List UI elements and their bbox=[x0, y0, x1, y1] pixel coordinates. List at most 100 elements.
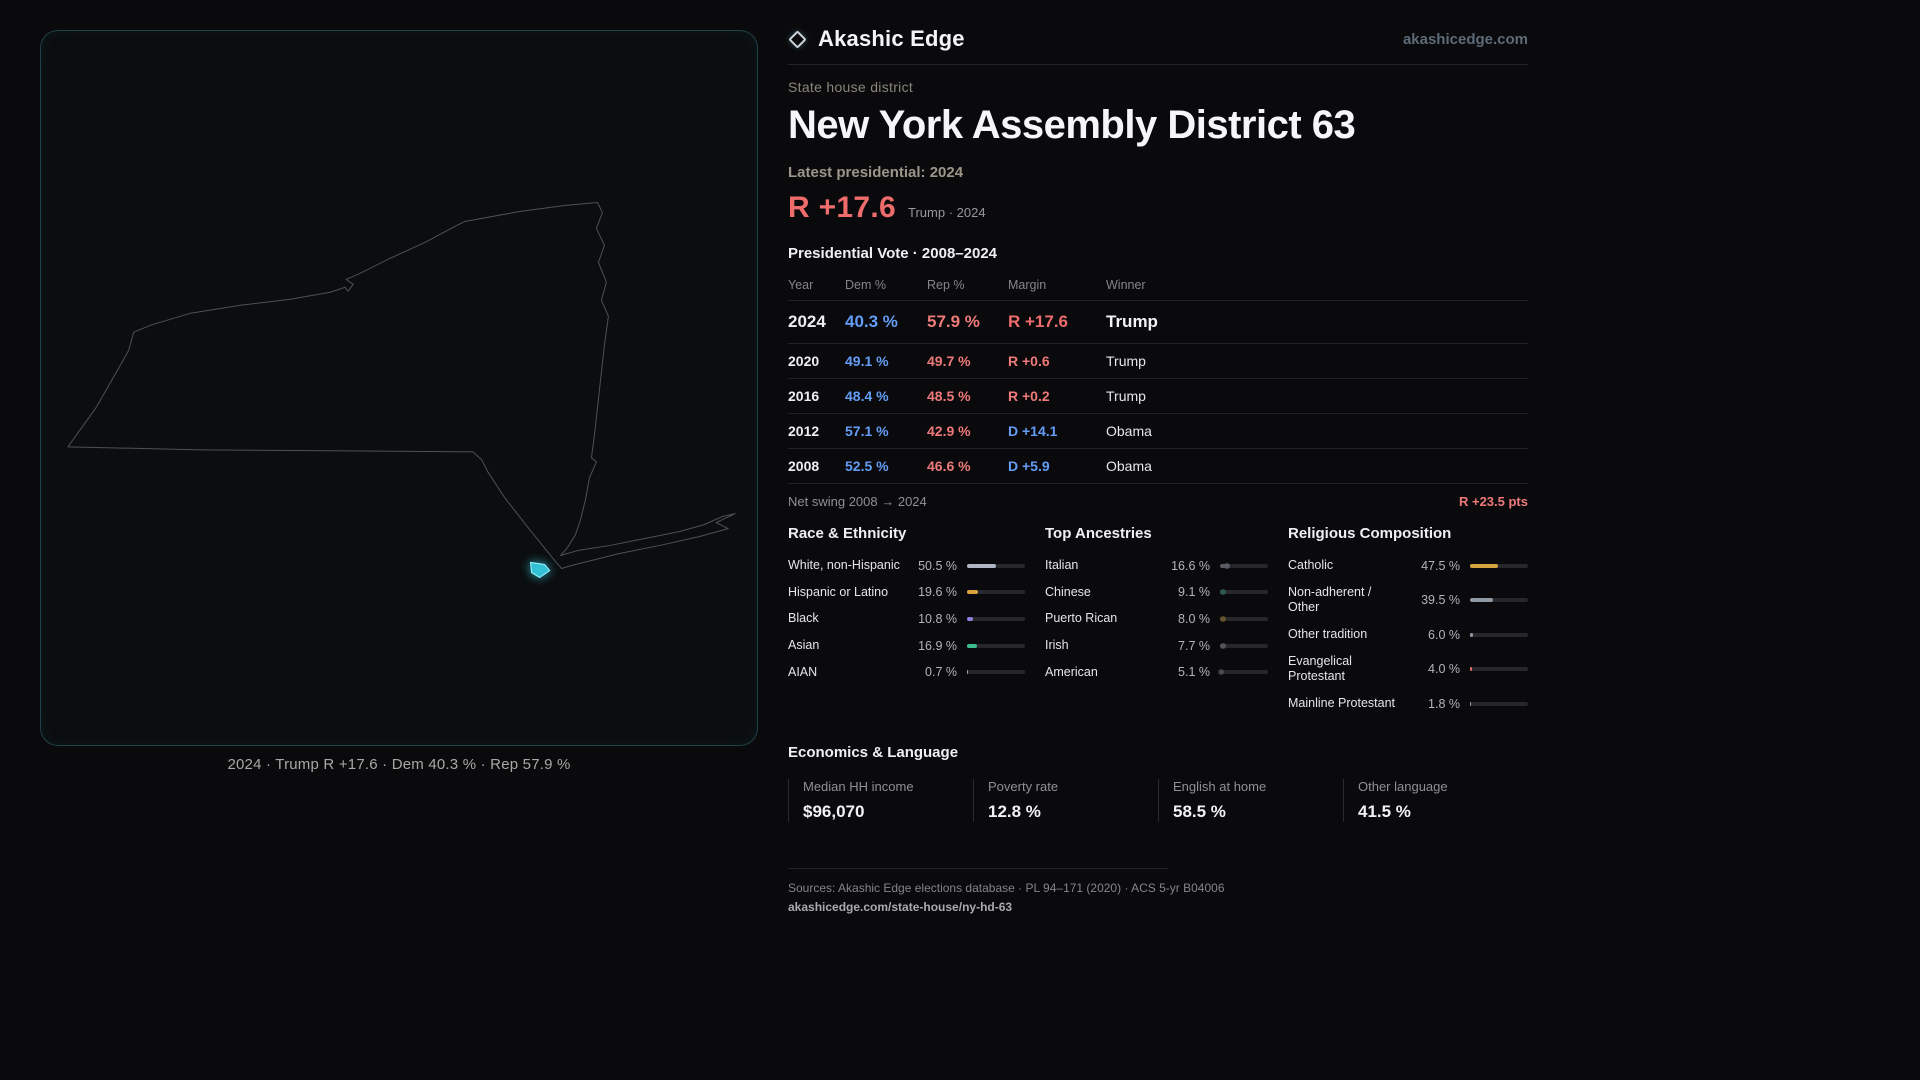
stat-value: 41.5 % bbox=[1358, 802, 1411, 822]
demo-label: Evangelical Protestant bbox=[1288, 653, 1352, 684]
demo-row: Catholic 47.5 % bbox=[1288, 558, 1528, 574]
demo-label: Asian bbox=[788, 637, 820, 652]
religious-composition-column: Religious Composition Catholic 47.5 % No… bbox=[1288, 525, 1528, 722]
vote-table-header: Year Dem % Rep % Margin Winner bbox=[788, 272, 1528, 300]
demo-label: Puerto Rican bbox=[1045, 611, 1118, 626]
stat-value: 58.5 % bbox=[1173, 802, 1226, 822]
demo-value: 7.7 % bbox=[1178, 638, 1210, 653]
margin-note: Trump · 2024 bbox=[908, 205, 986, 220]
demo-value: 9.1 % bbox=[1178, 585, 1210, 600]
demo-bar bbox=[1470, 667, 1528, 672]
demo-label: White, non-Hispanic bbox=[788, 558, 900, 572]
demo-value: 50.5 % bbox=[918, 558, 957, 573]
demo-label: Other tradition bbox=[1288, 626, 1368, 641]
brand-name: Akashic Edge bbox=[818, 26, 965, 51]
district-map-panel bbox=[40, 30, 758, 746]
section-title: Race & Ethnicity bbox=[788, 525, 907, 542]
col-dem: Dem % bbox=[845, 278, 886, 292]
map-caption: 2024 · Trump R +17.6 · Dem 40.3 % · Rep … bbox=[227, 756, 571, 773]
demo-bar bbox=[967, 617, 1025, 622]
new-york-state-map bbox=[67, 202, 736, 579]
race-ethnicity-column: Race & Ethnicity White, non-Hispanic 50.… bbox=[788, 525, 1025, 722]
row-winner: Obama bbox=[1106, 423, 1152, 439]
demo-value: 16.9 % bbox=[918, 638, 957, 653]
latest-presidential-label: Latest presidential: 2024 bbox=[788, 164, 964, 181]
bar-dot bbox=[1219, 642, 1226, 649]
row-winner: Trump bbox=[1106, 353, 1146, 369]
info-panel: Akashic Edge akashicedge.com State house… bbox=[788, 26, 1528, 914]
diamond-icon bbox=[788, 29, 807, 49]
demo-row: AIAN 0.7 % bbox=[788, 665, 1025, 681]
top-ancestries-column: Top Ancestries Italian 16.6 % Chinese 9.… bbox=[1045, 525, 1268, 722]
economics-stats: Median HH income $96,070 Poverty rate 12… bbox=[788, 779, 1528, 823]
demo-bar bbox=[1218, 669, 1268, 676]
row-year: 2008 bbox=[788, 458, 820, 474]
row-dem: 57.1 % bbox=[845, 423, 889, 439]
row-winner: Trump bbox=[1106, 312, 1158, 331]
bar-dot bbox=[1219, 616, 1226, 623]
stat-english-at-home: English at home 58.5 % bbox=[1158, 779, 1343, 823]
row-rep: 48.5 % bbox=[927, 388, 971, 404]
row-winner: Trump bbox=[1106, 388, 1146, 404]
table-row: 2016 48.4 % 48.5 % R +0.2 Trump bbox=[788, 378, 1528, 413]
stat-poverty-rate: Poverty rate 12.8 % bbox=[973, 779, 1158, 823]
demo-row: Mainline Protestant 1.8 % bbox=[1288, 696, 1528, 712]
row-rep: 46.6 % bbox=[927, 458, 971, 474]
row-rep: 49.7 % bbox=[927, 353, 971, 369]
demo-row: Asian 16.9 % bbox=[788, 638, 1025, 654]
bar-dot bbox=[1220, 589, 1227, 596]
footer-divider bbox=[788, 868, 1168, 870]
col-year: Year bbox=[788, 278, 814, 292]
stat-value: $96,070 bbox=[803, 802, 865, 822]
demo-value: 10.8 % bbox=[918, 612, 957, 627]
demo-label: Italian bbox=[1045, 558, 1079, 572]
bar-dot bbox=[1218, 669, 1225, 676]
row-margin: R +0.2 bbox=[1008, 388, 1050, 404]
demo-value: 5.1 % bbox=[1178, 665, 1210, 680]
district-63-shape[interactable] bbox=[529, 561, 551, 579]
demo-row: Italian 16.6 % bbox=[1045, 558, 1268, 574]
table-row: 2012 57.1 % 42.9 % D +14.1 Obama bbox=[788, 413, 1528, 448]
stat-value: 12.8 % bbox=[988, 802, 1041, 822]
demo-bar bbox=[1219, 642, 1268, 649]
demo-bar bbox=[1220, 589, 1268, 596]
footer: Sources: Akashic Edge elections database… bbox=[788, 868, 1528, 914]
site-link[interactable]: akashicedge.com bbox=[1402, 30, 1528, 48]
demo-label: Hispanic or Latino bbox=[788, 584, 889, 599]
demo-value: 6.0 % bbox=[1428, 627, 1460, 642]
header: Akashic Edge akashicedge.com bbox=[788, 26, 1528, 52]
row-dem: 49.1 % bbox=[845, 353, 889, 369]
demo-value: 16.6 % bbox=[1171, 558, 1210, 573]
demo-row: Chinese 9.1 % bbox=[1045, 585, 1268, 601]
demo-row: American 5.1 % bbox=[1045, 665, 1268, 681]
demo-bar bbox=[967, 590, 1025, 595]
row-margin: R +17.6 bbox=[1008, 312, 1069, 331]
state-outline-path bbox=[67, 202, 736, 569]
demo-row: Non-adherent / Other 39.5 % bbox=[1288, 585, 1528, 616]
demo-label: AIAN bbox=[788, 664, 818, 679]
demo-bar bbox=[1220, 562, 1268, 569]
net-swing-label: Net swing 2008 → 2024 bbox=[788, 494, 927, 509]
row-rep: 42.9 % bbox=[927, 423, 971, 439]
stat-median-income: Median HH income $96,070 bbox=[788, 779, 973, 823]
demo-label: Catholic bbox=[1288, 558, 1334, 572]
demo-bar bbox=[1219, 616, 1268, 623]
row-winner: Obama bbox=[1106, 458, 1152, 474]
net-swing-row: Net swing 2008 → 2024 R +23.5 pts bbox=[788, 483, 1528, 515]
district-kicker: State house district bbox=[788, 79, 914, 95]
demo-bar bbox=[1470, 701, 1528, 706]
demo-bar bbox=[967, 670, 1025, 675]
demo-row: White, non-Hispanic 50.5 % bbox=[788, 558, 1025, 574]
demo-label: Irish bbox=[1045, 637, 1069, 652]
demo-label: Mainline Protestant bbox=[1288, 695, 1396, 710]
demo-value: 47.5 % bbox=[1421, 558, 1460, 573]
row-dem: 40.3 % bbox=[845, 312, 898, 331]
table-row: 2020 49.1 % 49.7 % R +0.6 Trump bbox=[788, 343, 1528, 378]
row-year: 2012 bbox=[788, 423, 820, 439]
permalink[interactable]: akashicedge.com/state-house/ny-hd-63 bbox=[788, 900, 1013, 915]
page-title: New York Assembly District 63 bbox=[788, 103, 1356, 147]
economics-title: Economics & Language bbox=[788, 744, 959, 762]
margin-value: R +17.6 bbox=[788, 191, 897, 224]
row-dem: 52.5 % bbox=[845, 458, 889, 474]
net-swing-value: R +23.5 pts bbox=[1458, 494, 1528, 509]
